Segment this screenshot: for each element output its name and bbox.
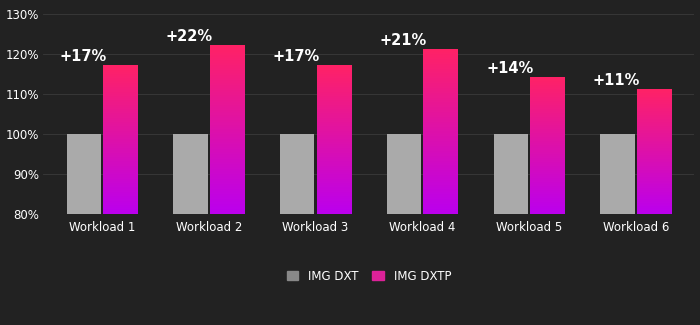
Text: +14%: +14% — [486, 61, 533, 76]
Text: +11%: +11% — [593, 73, 640, 88]
Bar — [387, 134, 421, 214]
Bar — [280, 134, 314, 214]
Bar — [66, 134, 101, 214]
Bar — [601, 134, 635, 214]
Text: +21%: +21% — [379, 32, 426, 48]
Text: +17%: +17% — [272, 49, 320, 64]
Text: +17%: +17% — [59, 49, 106, 64]
Bar — [494, 134, 528, 214]
Legend: IMG DXT, IMG DXTP: IMG DXT, IMG DXTP — [282, 265, 456, 287]
Bar — [174, 134, 208, 214]
Text: +22%: +22% — [166, 29, 213, 44]
